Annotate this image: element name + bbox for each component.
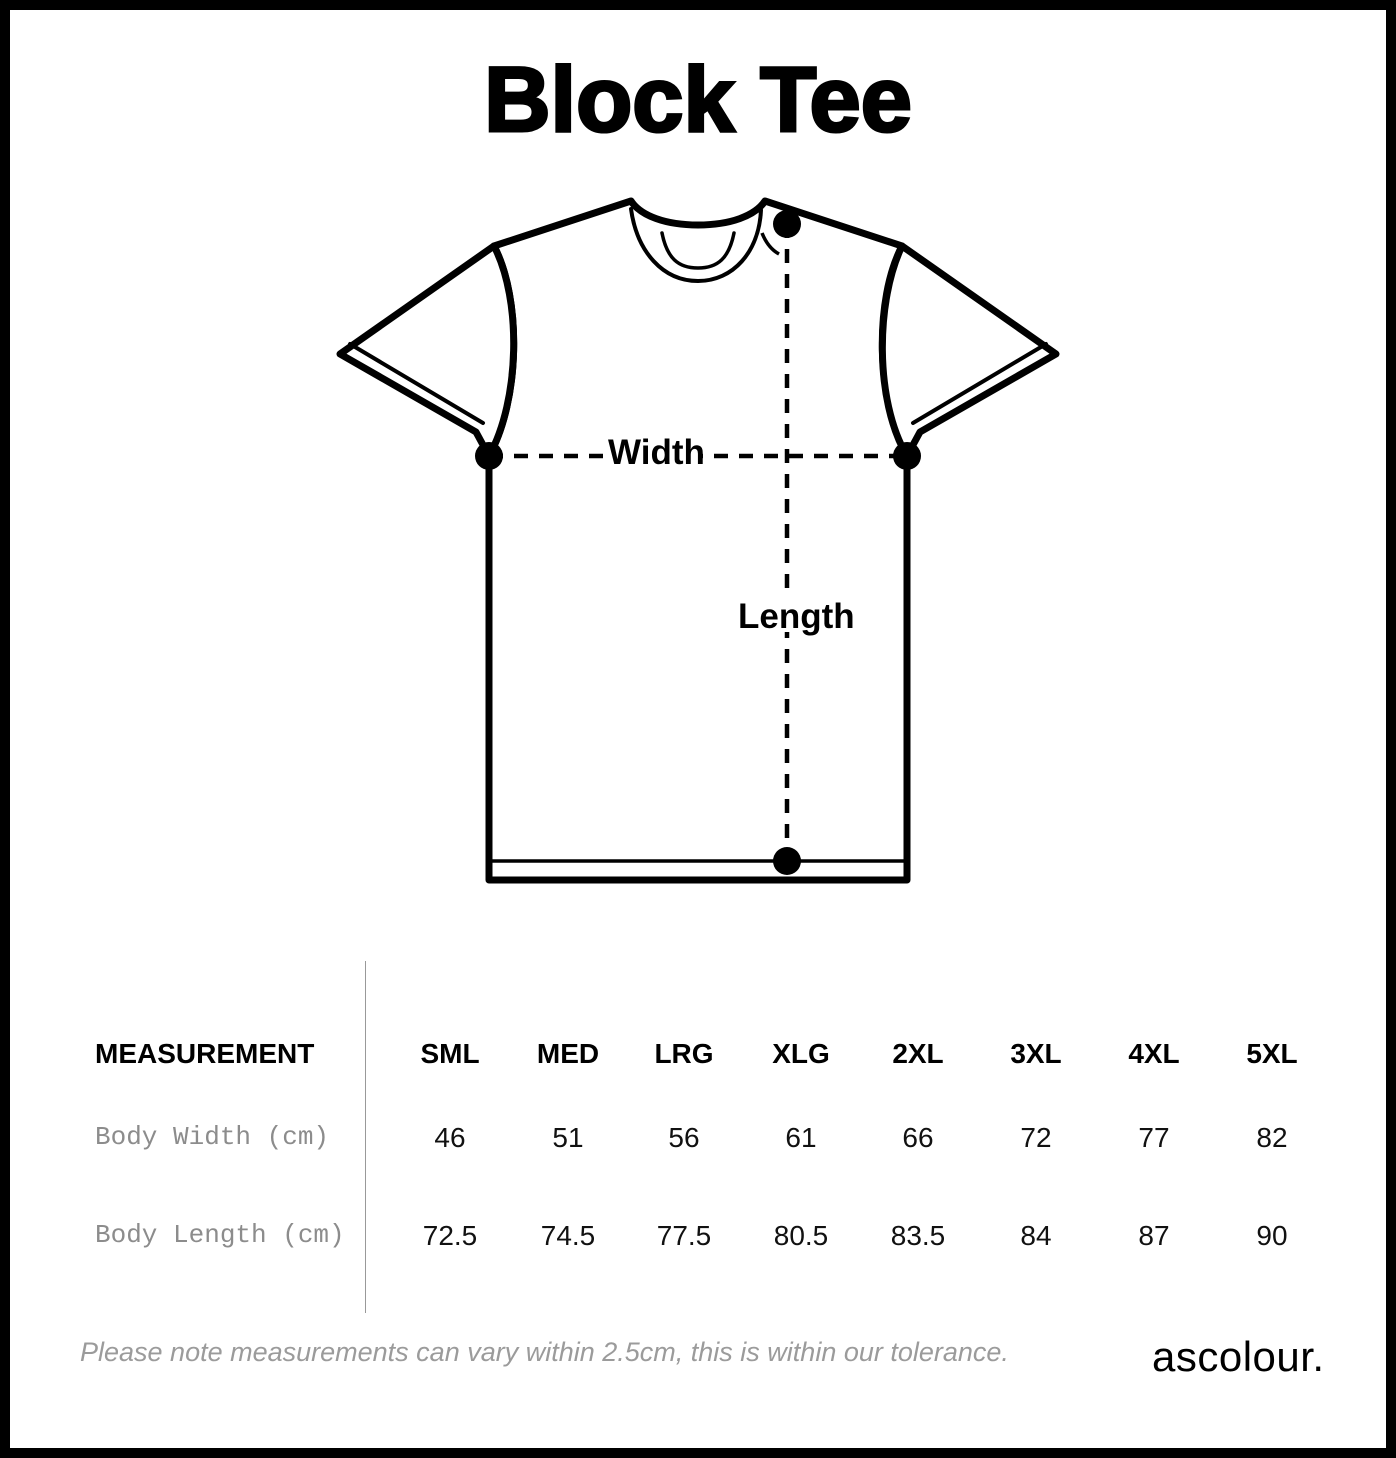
svg-text:Length: Length	[738, 597, 855, 636]
svg-text:Width: Width	[608, 433, 705, 472]
